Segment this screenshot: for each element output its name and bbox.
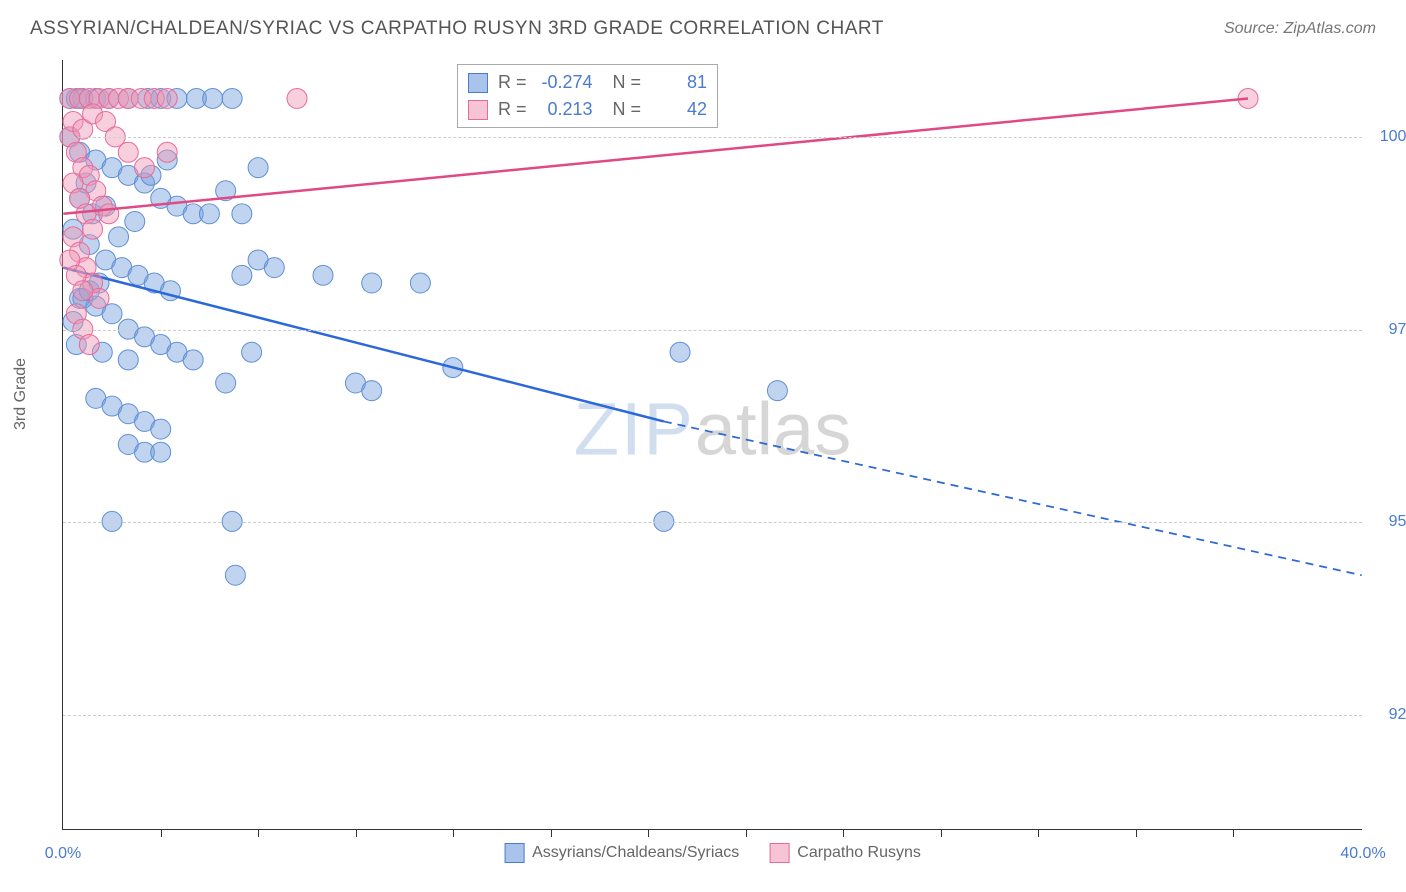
chart-title: ASSYRIAN/CHALDEAN/SYRIAC VS CARPATHO RUS…: [30, 18, 884, 40]
scatter-point: [313, 265, 333, 285]
scatter-point: [362, 381, 382, 401]
scatter-point: [109, 227, 129, 247]
stats-swatch: [468, 73, 488, 93]
scatter-point: [118, 350, 138, 370]
stats-n-value: 81: [651, 69, 707, 96]
stats-swatch: [468, 100, 488, 120]
scatter-point: [79, 335, 99, 355]
stats-r-value: -0.274: [537, 69, 593, 96]
stats-r-label: R =: [498, 69, 527, 96]
x-tick: [453, 829, 454, 837]
scatter-point: [157, 142, 177, 162]
legend-label: Carpatho Rusyns: [797, 844, 921, 862]
legend-label: Assyrians/Chaldeans/Syriacs: [532, 844, 739, 862]
scatter-point: [362, 273, 382, 293]
scatter-point: [670, 342, 690, 362]
scatter-point: [203, 88, 223, 108]
scatter-point: [248, 158, 268, 178]
stats-r-label: R =: [498, 96, 527, 123]
scatter-point: [99, 204, 119, 224]
x-tick: [746, 829, 747, 837]
gridline: [63, 522, 1362, 523]
x-tick-label: 0.0%: [45, 845, 81, 863]
x-tick: [1038, 829, 1039, 837]
scatter-point: [225, 565, 245, 585]
x-tick: [258, 829, 259, 837]
stats-row: R = 0.213 N = 42: [468, 96, 707, 123]
legend-swatch: [769, 843, 789, 863]
scatter-point: [73, 281, 93, 301]
scatter-point: [232, 204, 252, 224]
scatter-point: [151, 419, 171, 439]
x-tick: [551, 829, 552, 837]
y-tick-label: 92.5%: [1389, 706, 1406, 724]
gridline: [63, 715, 1362, 716]
stats-n-label: N =: [603, 69, 642, 96]
gridline: [63, 137, 1362, 138]
x-tick-label: 40.0%: [1340, 845, 1385, 863]
scatter-point: [125, 212, 145, 232]
y-axis-label: 3rd Grade: [12, 358, 30, 430]
scatter-point: [199, 204, 219, 224]
stats-n-value: 42: [651, 96, 707, 123]
y-tick-label: 100.0%: [1380, 128, 1406, 146]
scatter-point: [242, 342, 262, 362]
scatter-point: [83, 219, 103, 239]
trend-line-dashed: [664, 421, 1362, 575]
scatter-point: [118, 142, 138, 162]
stats-row: R = -0.274 N = 81: [468, 69, 707, 96]
scatter-point: [410, 273, 430, 293]
stats-box: R = -0.274 N = 81 R = 0.213 N = 42: [457, 64, 718, 128]
stats-r-value: 0.213: [537, 96, 593, 123]
legend-item: Assyrians/Chaldeans/Syriacs: [504, 843, 739, 863]
x-tick: [1136, 829, 1137, 837]
scatter-point: [157, 88, 177, 108]
bottom-legend: Assyrians/Chaldeans/Syriacs Carpatho Rus…: [504, 843, 921, 863]
x-tick: [161, 829, 162, 837]
stats-n-label: N =: [603, 96, 642, 123]
source-label: Source: ZipAtlas.com: [1224, 20, 1376, 38]
plot-area: ZIPatlas R = -0.274 N = 81 R = 0.213 N =…: [62, 60, 1362, 830]
scatter-point: [135, 158, 155, 178]
x-tick: [1233, 829, 1234, 837]
x-tick: [356, 829, 357, 837]
legend-item: Carpatho Rusyns: [769, 843, 921, 863]
x-tick: [648, 829, 649, 837]
y-tick-label: 95.0%: [1389, 513, 1406, 531]
scatter-point: [767, 381, 787, 401]
x-tick: [941, 829, 942, 837]
x-tick: [843, 829, 844, 837]
gridline: [63, 330, 1362, 331]
scatter-point: [287, 88, 307, 108]
scatter-point: [264, 258, 284, 278]
scatter-point: [232, 265, 252, 285]
y-tick-label: 97.5%: [1389, 321, 1406, 339]
scatter-point: [216, 373, 236, 393]
scatter-point: [151, 442, 171, 462]
legend-swatch: [504, 843, 524, 863]
scatter-point: [222, 88, 242, 108]
scatter-point: [183, 350, 203, 370]
